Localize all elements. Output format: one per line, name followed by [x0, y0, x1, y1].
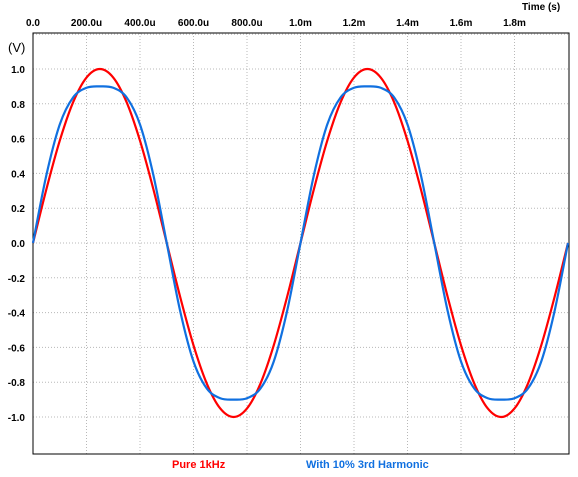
legend-entry: Pure 1kHz	[172, 459, 226, 471]
y-tick-label: -0.6	[8, 343, 26, 354]
x-axis-label: Time (s)	[522, 2, 560, 13]
x-tick-label: 1.8m	[503, 18, 526, 29]
y-tick-label: 0.4	[11, 169, 25, 180]
y-tick-label: 0.0	[11, 239, 25, 250]
y-axis-label: (V)	[8, 40, 25, 55]
x-tick-label: 200.0u	[71, 18, 102, 29]
y-tick-label: 1.0	[11, 65, 25, 76]
x-axis-ticks: 0.0 200.0u 400.0u 600.0u 800.0u 1.0m 1.2m 1.4m 1…	[26, 18, 526, 29]
x-tick-label: 1.4m	[396, 18, 419, 29]
legend: Pure 1kHz With 10% 3rd Harmonic	[172, 459, 429, 471]
series-line-with-3rd-harmonic	[31, 85, 570, 401]
legend-entry: With 10% 3rd Harmonic	[306, 459, 429, 471]
x-tick-label: 1.0m	[289, 18, 312, 29]
series-lines	[31, 67, 570, 419]
y-tick-label: 0.2	[11, 204, 25, 215]
y-tick-label: -0.8	[8, 378, 26, 389]
x-tick-label: 1.2m	[343, 18, 366, 29]
x-tick-label: 400.0u	[124, 18, 155, 29]
y-tick-label: 0.8	[11, 100, 25, 111]
y-axis-ticks: 1.0 0.8 0.6 0.4 0.2 0.0 -0.2 -0.4 -0.6 -0.8 -1.0	[8, 65, 26, 424]
x-tick-label: 800.0u	[231, 18, 262, 29]
x-tick-label: 1.6m	[450, 18, 473, 29]
y-tick-label: 0.6	[11, 135, 25, 146]
y-tick-label: -0.2	[8, 274, 26, 285]
x-tick-label: 600.0u	[178, 18, 209, 29]
x-tick-label: 0.0	[26, 18, 40, 29]
y-tick-label: -1.0	[8, 413, 26, 424]
y-tick-label: -0.4	[8, 309, 26, 320]
